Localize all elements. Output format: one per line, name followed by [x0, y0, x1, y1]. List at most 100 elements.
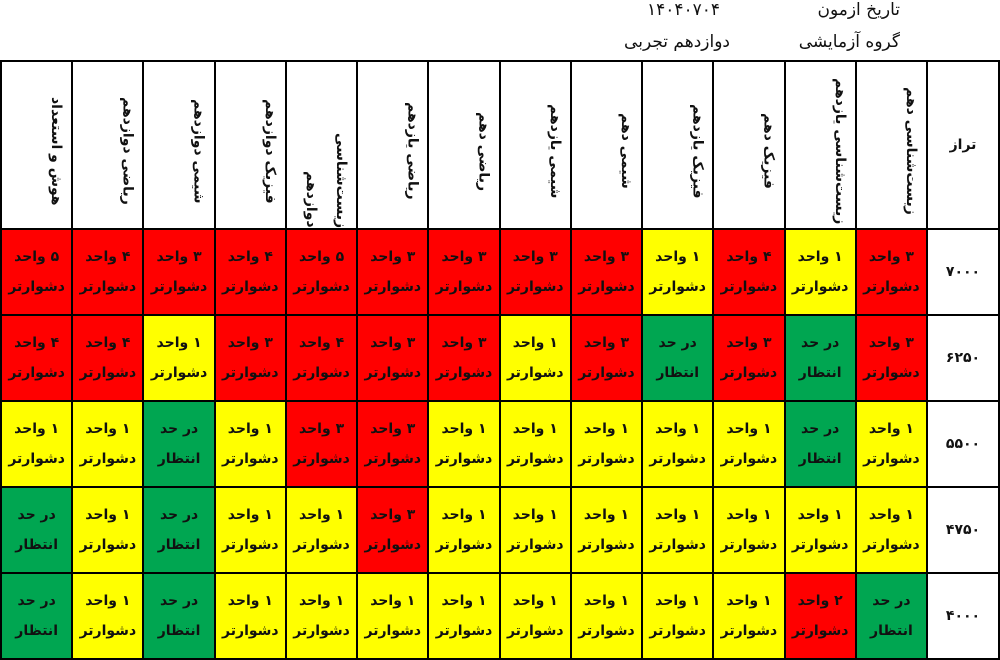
- status-cell: ۳ واحد دشوارتر: [358, 316, 428, 400]
- cell-text: دشوارتر: [364, 365, 422, 381]
- status-cell: ۱ واحد دشوارتر: [73, 574, 143, 658]
- cell-text: ۵ واحد: [299, 249, 345, 265]
- cell-text: در حد: [872, 593, 911, 609]
- group: دوازدهم تجربی: [624, 32, 730, 52]
- column-header: شیمی یازدهم: [500, 62, 570, 228]
- cell-text: در حد: [159, 593, 199, 609]
- column-header: فیزیک دوازدهم: [215, 62, 285, 228]
- cell-text: دشوارتر: [720, 537, 778, 553]
- status-cell: ۱ واحد دشوارتر: [571, 402, 642, 486]
- cell-text: ۱ واحد: [512, 421, 558, 437]
- cell-text: ۳ واحد: [868, 335, 914, 351]
- column-header: زیست‌شناسی یازدهم: [785, 62, 855, 228]
- cell-text: دشوارتر: [720, 451, 778, 467]
- cell-text: دشوارتر: [791, 623, 849, 639]
- cell-text: دشوارتر: [506, 365, 564, 381]
- cell-text: دشوارتر: [79, 451, 137, 467]
- row-level: ۷۰۰۰: [928, 230, 998, 314]
- status-cell: ۱ واحد دشوارتر: [215, 574, 285, 658]
- cell-text: دشوارتر: [364, 623, 422, 639]
- cell-text: دشوارتر: [791, 279, 849, 295]
- status-cell: ۱ واحد دشوارتر: [571, 574, 642, 658]
- cell-text: دشوارتر: [863, 279, 920, 295]
- status-cell: ۱ واحد دشوارتر: [785, 230, 855, 314]
- status-cell: ۱ واحد دشوارتر: [2, 402, 72, 486]
- cell-text: ۱ واحد: [227, 507, 273, 523]
- cell-text: دشوارتر: [8, 279, 65, 295]
- cell-text: دشوارتر: [79, 623, 137, 639]
- cell-text: ۱ واحد: [370, 593, 416, 609]
- cell-text: ۴ واحد: [726, 249, 772, 265]
- cell-text: دشوارتر: [506, 279, 564, 295]
- cell-text: ۲ واحد: [797, 593, 843, 609]
- column-header: زیست‌شناسی دوازدهم: [286, 62, 357, 228]
- cell-text: دشوارتر: [578, 537, 635, 553]
- cell-text: دشوارتر: [506, 537, 564, 553]
- cell-text: دشوارتر: [79, 279, 137, 295]
- cell-text: انتظار: [157, 623, 201, 639]
- cell-text: دشوارتر: [578, 279, 635, 295]
- status-cell: ۳ واحد دشوارتر: [429, 316, 499, 400]
- cell-text: ۱ واحد: [512, 507, 558, 523]
- cell-text: ۱ واحد: [726, 593, 772, 609]
- status-cell: در حد انتظار: [144, 402, 214, 486]
- cell-text: دشوارتر: [649, 623, 706, 639]
- cell-text: ۱ واحد: [583, 421, 630, 437]
- cell-text: در حد: [658, 335, 697, 351]
- status-cell: ۱ واحد دشوارتر: [500, 402, 570, 486]
- cell-text: دشوارتر: [863, 451, 920, 467]
- cell-text: دشوارتر: [791, 537, 849, 553]
- cell-text: دشوارتر: [720, 365, 778, 381]
- status-cell: در حد انتظار: [2, 488, 72, 572]
- column-header: فیزیک یازدهم: [643, 62, 713, 228]
- status-cell: ۱ واحد دشوارتر: [73, 402, 143, 486]
- row-level: ۴۷۵۰: [928, 488, 998, 572]
- cell-text: ۱ واحد: [583, 593, 630, 609]
- cell-text: ۴ واحد: [85, 335, 131, 351]
- cell-text: ۱ واحد: [85, 507, 131, 523]
- cell-text: ۱ واحد: [299, 593, 345, 609]
- status-cell: ۳ واحد دشوارتر: [856, 316, 926, 400]
- status-cell: ۱ واحد دشوارتر: [215, 402, 285, 486]
- status-cell: ۴ واحد دشوارتر: [73, 316, 143, 400]
- cell-text: در حد: [159, 507, 199, 523]
- cell-text: در حد: [801, 421, 840, 437]
- cell-text: ۱ واحد: [512, 335, 558, 351]
- cell-text: دشوارتر: [293, 537, 350, 553]
- cell-text: دشوارتر: [720, 623, 778, 639]
- cell-text: ۳ واحد: [370, 249, 416, 265]
- column-header: فیزیک دهم: [714, 62, 784, 228]
- status-cell: ۳ واحد دشوارتر: [571, 230, 642, 314]
- cell-text: انتظار: [157, 451, 201, 467]
- cell-text: دشوارتر: [364, 537, 422, 553]
- status-cell: ۱ واحد دشوارتر: [856, 488, 926, 572]
- row-level: ۵۵۰۰: [928, 402, 998, 486]
- cell-text: ۴ واحد: [85, 249, 131, 265]
- cell-text: ۱ واحد: [655, 593, 701, 609]
- status-cell: در حد انتظار: [643, 316, 713, 400]
- status-cell: ۱ واحد دشوارتر: [500, 574, 570, 658]
- status-cell: در حد انتظار: [785, 402, 855, 486]
- cell-text: دشوارتر: [578, 623, 635, 639]
- status-cell: ۳ واحد دشوارتر: [286, 402, 357, 486]
- cell-text: دشوارتر: [150, 365, 208, 381]
- status-cell: ۳ واحد دشوارتر: [215, 316, 285, 400]
- cell-text: ۱ واحد: [227, 593, 273, 609]
- status-cell: ۴ واحد دشوارتر: [286, 316, 357, 400]
- status-cell: ۱ واحد دشوارتر: [500, 316, 570, 400]
- cell-text: انتظار: [870, 623, 913, 639]
- cell-text: ۳ واحد: [583, 335, 630, 351]
- row-level: ۴۰۰۰: [928, 574, 998, 658]
- cell-text: دشوارتر: [506, 623, 564, 639]
- cell-text: دشوارتر: [222, 451, 279, 467]
- table: تراز زیست‌شناسی دهم زیست‌شناسی یازدهم فیزیک…: [0, 60, 1000, 660]
- cell-text: در حد: [801, 335, 840, 351]
- status-cell: ۱ واحد دشوارتر: [429, 488, 499, 572]
- column-header: هوش و استعداد: [2, 62, 72, 228]
- cell-text: ۱ واحد: [227, 421, 273, 437]
- cell-text: دشوارتر: [222, 623, 279, 639]
- status-cell: ۱ واحد دشوارتر: [429, 402, 499, 486]
- status-cell: ۳ واحد دشوارتر: [429, 230, 499, 314]
